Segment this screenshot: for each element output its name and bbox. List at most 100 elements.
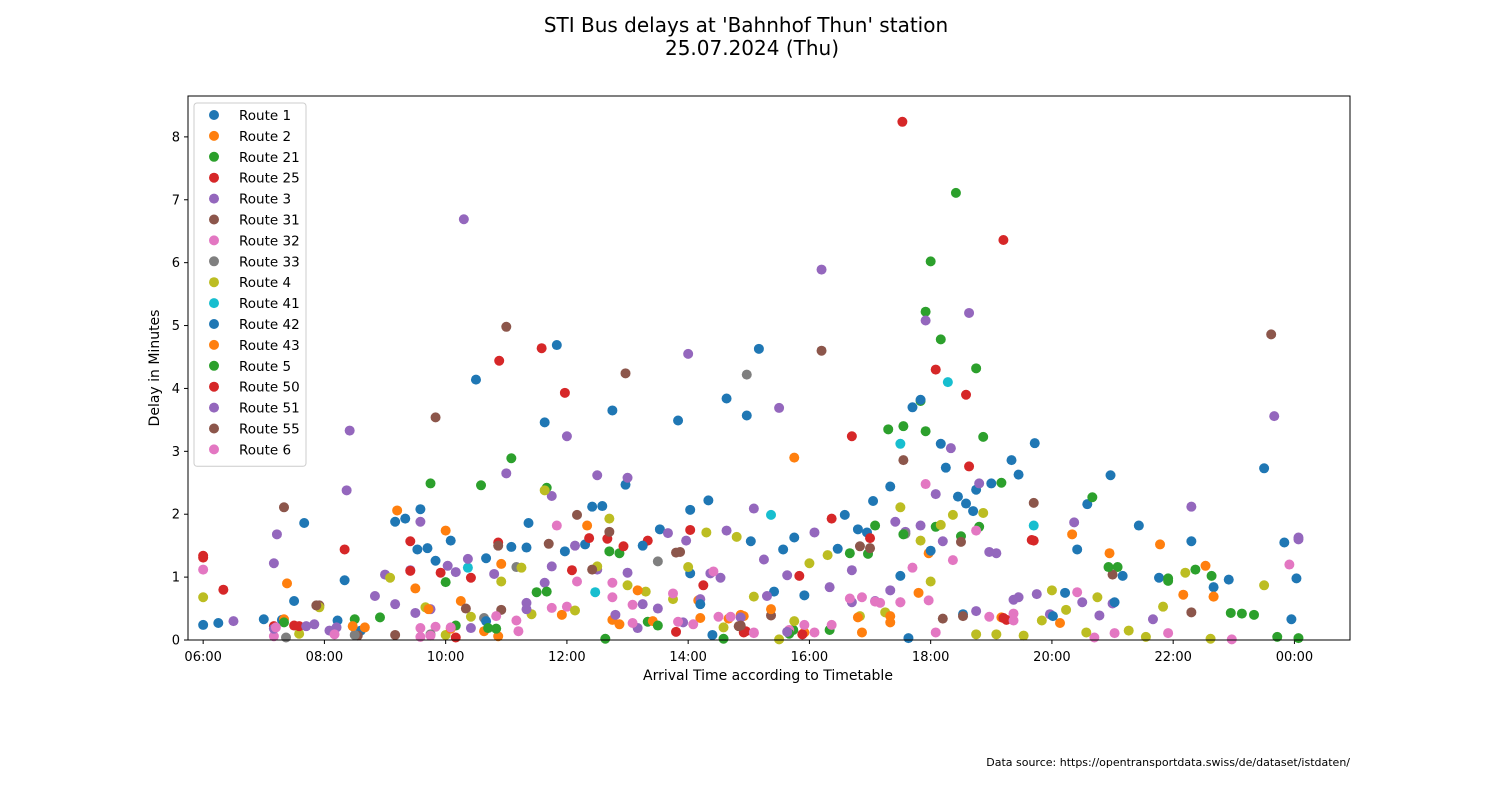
- data-point: [523, 518, 534, 529]
- data-point: [937, 536, 948, 547]
- legend-label: Route 31: [239, 213, 300, 229]
- data-point: [935, 438, 946, 449]
- data-point: [852, 524, 863, 535]
- data-point: [940, 462, 951, 473]
- data-point: [707, 629, 718, 640]
- data-point: [347, 621, 358, 632]
- data-point: [572, 509, 583, 520]
- legend-label: Route 5: [239, 359, 291, 375]
- data-point: [600, 633, 611, 644]
- data-point: [521, 542, 532, 553]
- data-point: [950, 187, 961, 198]
- data-point: [539, 577, 550, 588]
- data-point: [430, 412, 441, 423]
- data-point: [445, 622, 456, 633]
- data-point: [1223, 574, 1234, 585]
- data-point: [442, 560, 453, 571]
- data-point: [405, 536, 416, 547]
- data-point: [339, 544, 350, 555]
- legend-label: Route 25: [239, 171, 300, 187]
- data-point: [344, 425, 355, 436]
- data-point: [268, 631, 279, 642]
- data-point: [546, 490, 557, 501]
- data-point: [311, 600, 322, 611]
- data-point: [986, 478, 997, 489]
- data-point: [964, 307, 975, 318]
- data-point: [607, 592, 618, 603]
- data-point: [511, 615, 522, 626]
- y-tick-label: 6: [172, 256, 180, 271]
- data-point: [572, 576, 583, 587]
- data-point: [955, 536, 966, 547]
- data-point: [1117, 570, 1128, 581]
- data-point: [713, 611, 724, 622]
- data-point: [299, 518, 310, 529]
- legend-marker: [209, 193, 219, 204]
- data-point: [390, 516, 401, 527]
- data-point: [1047, 611, 1058, 622]
- data-point: [536, 343, 547, 354]
- data-point: [440, 525, 451, 536]
- data-point: [971, 363, 982, 374]
- data-point: [1186, 607, 1197, 618]
- data-point: [218, 584, 229, 595]
- data-point: [415, 631, 426, 642]
- data-point: [1069, 517, 1080, 528]
- data-point: [198, 592, 209, 603]
- data-point: [561, 431, 572, 442]
- data-point: [935, 334, 946, 345]
- data-point: [640, 586, 651, 597]
- data-point: [885, 585, 896, 596]
- data-point: [546, 602, 557, 613]
- data-point: [890, 516, 901, 527]
- data-point: [1279, 537, 1290, 548]
- x-tick-label: 18:00: [912, 650, 949, 665]
- data-point: [415, 516, 426, 527]
- data-point: [587, 501, 598, 512]
- x-tick-label: 16:00: [791, 650, 828, 665]
- data-point: [971, 606, 982, 617]
- data-point: [390, 629, 401, 640]
- data-point: [895, 597, 906, 608]
- data-point: [1186, 536, 1197, 547]
- data-point: [1163, 573, 1174, 584]
- x-tick-label: 22:00: [1154, 650, 1191, 665]
- x-tick-label: 08:00: [306, 650, 343, 665]
- data-point: [489, 568, 500, 579]
- data-point: [996, 477, 1007, 488]
- data-point: [1006, 455, 1017, 466]
- data-point: [604, 513, 615, 524]
- data-point: [1293, 633, 1304, 644]
- data-point: [543, 538, 554, 549]
- legend-marker: [209, 444, 219, 455]
- data-point: [984, 611, 995, 622]
- data-point: [968, 506, 979, 517]
- data-point: [1200, 560, 1211, 571]
- series-route-1: [198, 340, 1302, 636]
- data-point: [870, 520, 881, 531]
- data-point: [410, 607, 421, 618]
- data-point: [1013, 469, 1024, 480]
- data-point: [604, 526, 615, 537]
- data-point: [1178, 589, 1189, 600]
- data-point: [937, 613, 948, 624]
- data-point: [501, 468, 512, 479]
- data-source-note: Data source: https://opentransportdata.s…: [986, 756, 1350, 769]
- data-point: [1259, 580, 1270, 591]
- data-point: [301, 621, 312, 632]
- data-point: [799, 590, 810, 601]
- data-point: [496, 558, 507, 569]
- data-point: [559, 546, 570, 557]
- data-point: [1123, 625, 1134, 636]
- data-point: [856, 627, 867, 638]
- data-point: [789, 452, 800, 463]
- data-point: [748, 503, 759, 514]
- data-point: [856, 592, 867, 603]
- data-point: [1284, 559, 1295, 570]
- data-point: [920, 306, 931, 317]
- data-point: [410, 583, 421, 594]
- data-point: [400, 513, 411, 524]
- data-point: [654, 524, 665, 535]
- data-point: [652, 603, 663, 614]
- legend-marker: [209, 319, 219, 329]
